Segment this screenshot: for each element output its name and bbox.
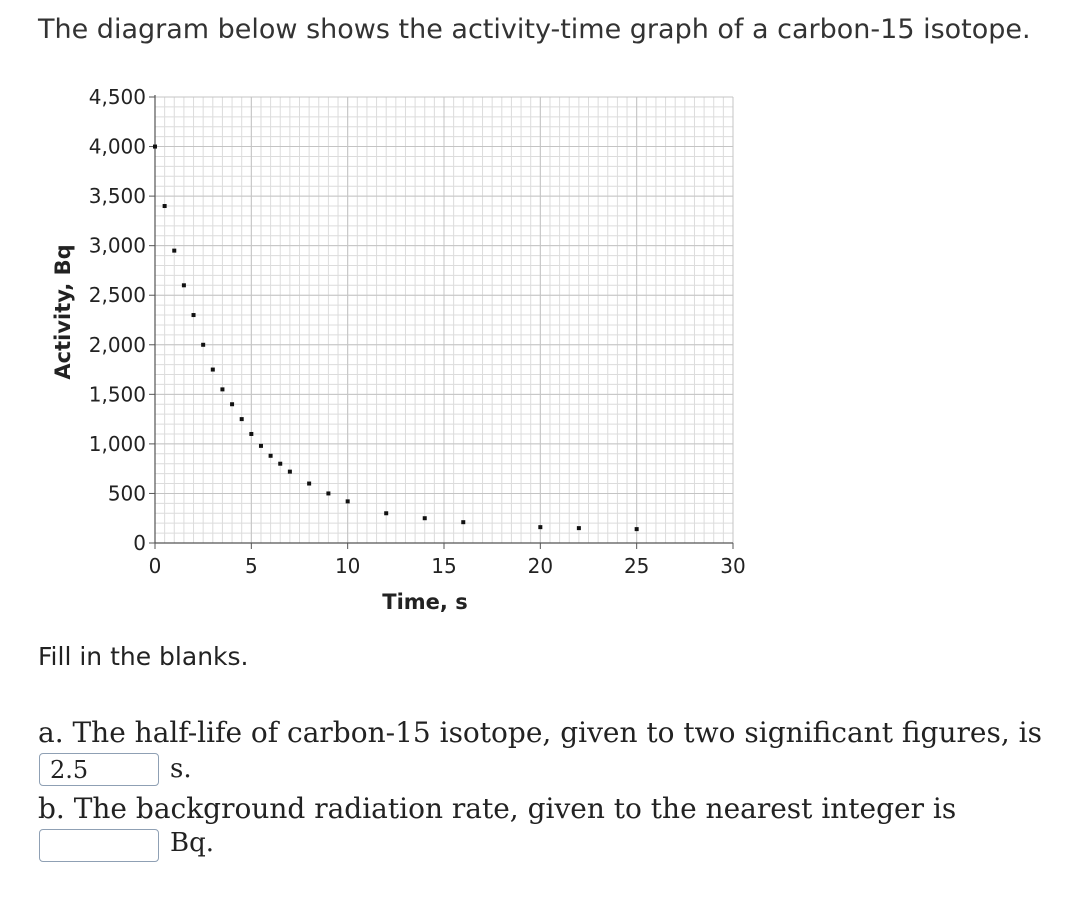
y-axis-label: Activity, Bq xyxy=(51,244,75,379)
half-life-unit: s. xyxy=(170,754,192,784)
y-tick-label: 3,000 xyxy=(89,234,146,258)
data-point xyxy=(201,342,206,347)
x-tick-label: 5 xyxy=(245,554,258,578)
data-point xyxy=(220,387,225,392)
y-tick-label: 2,500 xyxy=(89,283,146,307)
data-point xyxy=(162,204,167,209)
x-axis-ticks: 0 5 10 15 20 25 30 xyxy=(149,543,746,578)
question-intro: The diagram below shows the activity-tim… xyxy=(38,14,1031,45)
data-point xyxy=(307,481,312,486)
data-point xyxy=(181,283,186,288)
y-tick-label: 2,000 xyxy=(89,333,146,357)
y-axis-ticks: 0 500 1,000 1,500 2,000 2,500 3,000 3,500 4,000 4… xyxy=(89,85,155,555)
background-rate-answer-input[interactable] xyxy=(39,829,159,862)
data-point xyxy=(210,367,215,372)
data-point xyxy=(249,431,254,436)
data-point xyxy=(326,491,331,496)
y-tick-label: 500 xyxy=(108,481,146,505)
data-point xyxy=(153,144,157,149)
y-tick-label: 4,500 xyxy=(89,85,146,109)
data-point xyxy=(191,313,196,318)
x-tick-label: 25 xyxy=(624,554,649,578)
background-rate-unit: Bq. xyxy=(170,828,215,858)
y-tick-label: 4,000 xyxy=(89,135,146,159)
data-point xyxy=(239,417,244,422)
fill-in-instruction: Fill in the blanks. xyxy=(38,642,249,671)
chart-grid-major xyxy=(154,96,734,544)
chart-points xyxy=(153,144,639,532)
data-point xyxy=(461,520,466,525)
question-part-a: a. The half-life of carbon-15 isotope, g… xyxy=(38,716,1042,749)
data-point xyxy=(345,499,350,504)
data-point xyxy=(278,461,283,466)
y-tick-label: 0 xyxy=(133,531,146,555)
question-part-b: b. The background radiation rate, given … xyxy=(38,792,957,825)
x-tick-label: 20 xyxy=(528,554,553,578)
x-tick-label: 10 xyxy=(335,554,360,578)
data-point xyxy=(422,516,427,521)
y-tick-label: 3,500 xyxy=(89,184,146,208)
data-point xyxy=(287,469,292,474)
activity-time-chart: 0 5 10 15 20 25 30 0 500 1,000 1,500 2,000 2,500 3,0… xyxy=(51,85,746,614)
y-tick-label: 1,500 xyxy=(89,382,146,406)
data-point xyxy=(230,402,235,407)
half-life-answer-input[interactable] xyxy=(39,753,159,786)
x-tick-label: 15 xyxy=(431,554,456,578)
data-point xyxy=(384,511,389,516)
x-tick-label: 0 xyxy=(149,554,162,578)
data-point xyxy=(172,248,177,253)
y-tick-label: 1,000 xyxy=(89,432,146,456)
data-point xyxy=(538,525,543,530)
data-point xyxy=(634,527,639,532)
data-point xyxy=(576,526,581,531)
x-axis-label: Time, s xyxy=(382,590,467,614)
data-point xyxy=(258,443,263,448)
data-point xyxy=(268,453,273,458)
x-tick-label: 30 xyxy=(720,554,745,578)
